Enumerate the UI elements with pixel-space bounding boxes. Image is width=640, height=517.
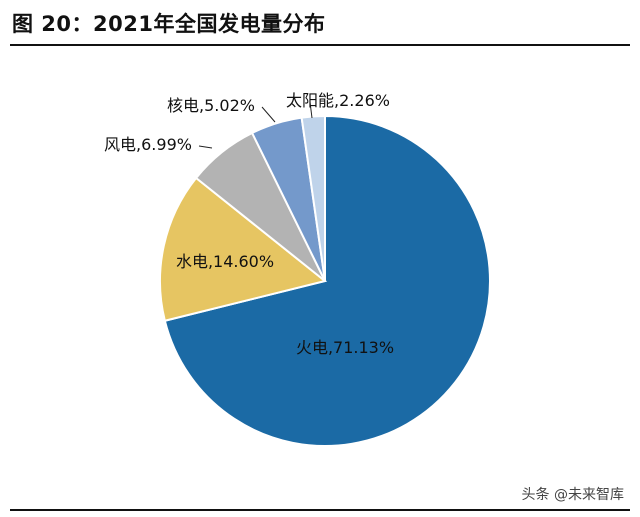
slice-label-1: 火电,71.13% — [296, 338, 394, 357]
slice-label-5: 太阳能,2.26% — [286, 91, 390, 110]
pie-slice-5 — [300, 114, 326, 282]
leader-line-3 — [198, 145, 213, 149]
chart-title: 图 20：2021年全国发电量分布 — [12, 12, 326, 36]
slice-label-2: 水电,14.60% — [176, 252, 274, 271]
slice-label-3: 风电,6.99% — [104, 135, 192, 154]
title-divider — [10, 44, 630, 46]
pie-slice-2 — [158, 176, 328, 322]
bottom-divider — [10, 509, 630, 511]
source-watermark: 头条 @未来智库 — [521, 487, 624, 503]
leader-line-4 — [261, 106, 276, 123]
leader-line-5 — [309, 101, 313, 119]
slice-label-4: 核电,5.02% — [167, 96, 255, 115]
pie-slice-1 — [163, 114, 491, 447]
